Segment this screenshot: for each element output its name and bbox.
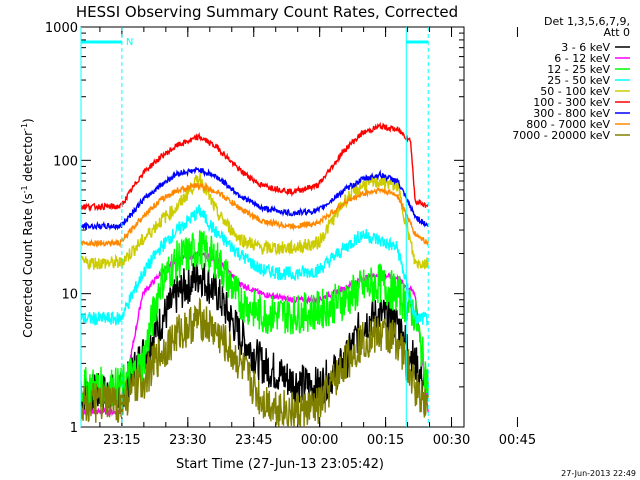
series-line xyxy=(81,182,429,249)
x-axis-label: Start Time (27-Jun-13 23:05:42) xyxy=(176,457,384,472)
legend-entry-label: 25 - 50 keV xyxy=(547,74,610,87)
series-line xyxy=(81,204,429,327)
series-line xyxy=(81,166,429,231)
x-tick-label: 00:45 xyxy=(499,433,536,448)
plot-area: 1 10 100 1000 23:15 23:30 23:45 00:00 00:15 00:30… xyxy=(45,21,536,448)
series-group xyxy=(81,121,429,427)
x-tick-label: 00:15 xyxy=(367,433,404,448)
x-tick-label: 00:00 xyxy=(301,433,338,448)
legend-entry-label: 50 - 100 keV xyxy=(540,85,610,98)
x-tick-label: 23:45 xyxy=(235,433,272,448)
legend-entry-label: 7000 - 20000 keV xyxy=(512,129,610,142)
footer-timestamp: 27-Jun-2013 22:49 xyxy=(561,469,636,478)
legend-entry-label: 300 - 800 keV xyxy=(533,107,610,120)
x-tick-label: 23:15 xyxy=(103,433,140,448)
legend-header: Det 1,3,5,6,7,9, xyxy=(544,15,630,28)
y-tick-label: 10 xyxy=(61,288,78,303)
series-line xyxy=(81,297,429,427)
legend-entry-label: 6 - 12 keV xyxy=(554,52,610,65)
y-tick-label: 100 xyxy=(53,154,78,169)
series-line xyxy=(81,121,429,212)
legend-entry-label: 800 - 7000 keV xyxy=(526,118,610,131)
y-tick-label: 1 xyxy=(70,421,78,436)
night-annotation: N xyxy=(126,37,133,48)
x-tick-label: 23:30 xyxy=(169,433,206,448)
y-axis-label: Corrected Count Rate (s-1 detector-1) xyxy=(20,118,35,337)
chart-title: HESSI Observing Summary Count Rates, Cor… xyxy=(76,3,458,21)
series-line xyxy=(81,172,429,270)
legend-entry-label: 100 - 300 keV xyxy=(533,96,610,109)
legend-entry-label: 3 - 6 keV xyxy=(561,41,610,54)
legend-entry-label: 12 - 25 keV xyxy=(547,63,610,76)
x-tick-label: 00:30 xyxy=(433,433,470,448)
legend-header: Att 0 xyxy=(604,26,630,39)
y-tick-label: 1000 xyxy=(45,21,78,36)
